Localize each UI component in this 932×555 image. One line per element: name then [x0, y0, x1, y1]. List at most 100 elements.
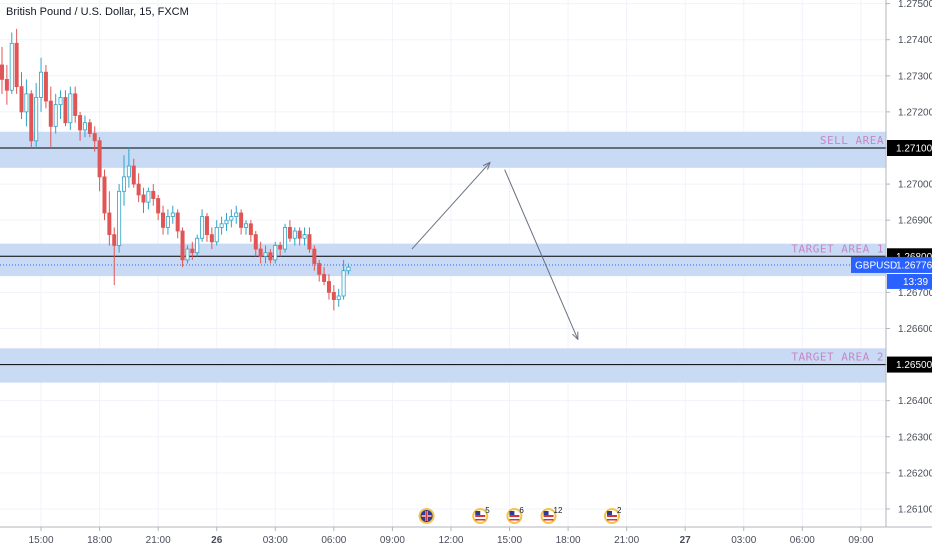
flag-stripe — [607, 519, 617, 521]
flag-stripe — [475, 515, 486, 517]
candle — [336, 288, 341, 307]
candle — [214, 220, 219, 246]
candle-body — [317, 263, 322, 275]
event-count: 5 — [485, 506, 490, 515]
x-tick-label: 15:00 — [497, 535, 522, 546]
candle-body — [156, 198, 161, 214]
candle-body — [204, 216, 209, 236]
candle-body — [243, 223, 248, 228]
candle — [146, 187, 151, 210]
candle-body — [165, 216, 170, 228]
flag-canton — [509, 511, 515, 515]
zone-label: TARGET AREA 2 — [791, 351, 884, 364]
candle — [268, 249, 273, 264]
candle — [273, 241, 278, 264]
us-flag-icon[interactable]: 5 — [472, 506, 490, 524]
candle-body — [200, 216, 205, 239]
candle — [297, 227, 302, 246]
level-price-tag-label: 1.26500 — [896, 360, 932, 371]
candle — [122, 155, 127, 206]
event-count: 12 — [554, 506, 563, 515]
candle-body — [287, 227, 292, 239]
y-tick-label: 1.27300 — [898, 71, 932, 82]
candle — [263, 245, 268, 264]
candle — [43, 64, 48, 109]
candle-body — [346, 266, 351, 272]
economic-events: 5 6 12 2 — [418, 506, 622, 524]
x-tick-label: 03:00 — [263, 535, 288, 546]
candle-body — [341, 270, 346, 297]
candle — [341, 259, 346, 300]
candle — [136, 173, 141, 203]
symbol-title: British Pound / U.S. Dollar, 15, FXCM — [6, 6, 189, 18]
candle — [243, 220, 248, 235]
x-tick-label: 18:00 — [87, 535, 112, 546]
x-tick-label: 15:00 — [29, 535, 54, 546]
candle — [9, 32, 14, 94]
candle-body — [0, 64, 4, 80]
candle — [200, 209, 205, 242]
candle — [229, 209, 234, 228]
candle-body — [302, 234, 307, 239]
candle — [258, 241, 263, 264]
time-axis: 15:00 18:00 21:00 26 03:00 06:00 09:00 12:00 15:… — [0, 526, 932, 550]
candles — [0, 28, 351, 311]
y-tick-label: 1.27500 — [898, 0, 932, 10]
x-tick-label: 03:00 — [731, 535, 756, 546]
candle — [102, 169, 107, 221]
us-flag-icon[interactable]: 2 — [604, 506, 622, 524]
candle-body — [117, 190, 122, 246]
candle — [283, 223, 288, 253]
candle — [322, 267, 327, 286]
candle — [14, 28, 19, 94]
candle-body — [136, 183, 141, 196]
candle-body — [9, 42, 14, 91]
candle-body — [161, 212, 166, 228]
candle-body — [43, 71, 48, 102]
candle — [58, 90, 63, 120]
candle — [29, 90, 34, 148]
candle — [331, 285, 336, 311]
candle — [97, 137, 102, 192]
candle-body — [92, 133, 97, 142]
y-tick-label: 1.27000 — [898, 180, 932, 191]
candle-body — [209, 234, 214, 243]
candle-body — [14, 42, 19, 88]
y-tick-label: 1.26400 — [898, 396, 932, 407]
candle — [180, 227, 185, 268]
candle — [326, 274, 331, 300]
candle-body — [273, 245, 278, 261]
countdown-label: 13:39 — [903, 277, 928, 288]
candle-body — [39, 71, 44, 98]
us-flag-icon[interactable]: 6 — [506, 506, 524, 524]
uk-flag-icon[interactable] — [418, 508, 435, 524]
flag-canton — [607, 511, 612, 515]
candle — [0, 46, 4, 94]
candle — [161, 205, 166, 235]
candle — [39, 57, 44, 112]
candle — [82, 115, 87, 138]
candle-body — [195, 237, 200, 254]
event-count: 6 — [519, 506, 524, 515]
candle — [78, 111, 83, 141]
candle-body — [263, 252, 268, 257]
candle — [307, 227, 312, 253]
us-flag-icon[interactable]: 12 — [540, 506, 563, 524]
y-tick-label: 1.26300 — [898, 432, 932, 443]
level-price-tag — [887, 356, 932, 373]
candle — [24, 79, 29, 127]
candle — [4, 64, 9, 105]
candle-body — [73, 93, 78, 116]
level-lines — [0, 147, 886, 366]
candle-body — [131, 165, 136, 185]
projection-arrows — [411, 162, 578, 339]
candle — [53, 93, 58, 134]
candle-body — [307, 234, 312, 250]
candle — [195, 234, 200, 257]
x-tick-label: 21:00 — [146, 535, 171, 546]
candle-body — [180, 230, 185, 261]
candle-body — [297, 230, 302, 239]
candle-body — [97, 140, 102, 178]
